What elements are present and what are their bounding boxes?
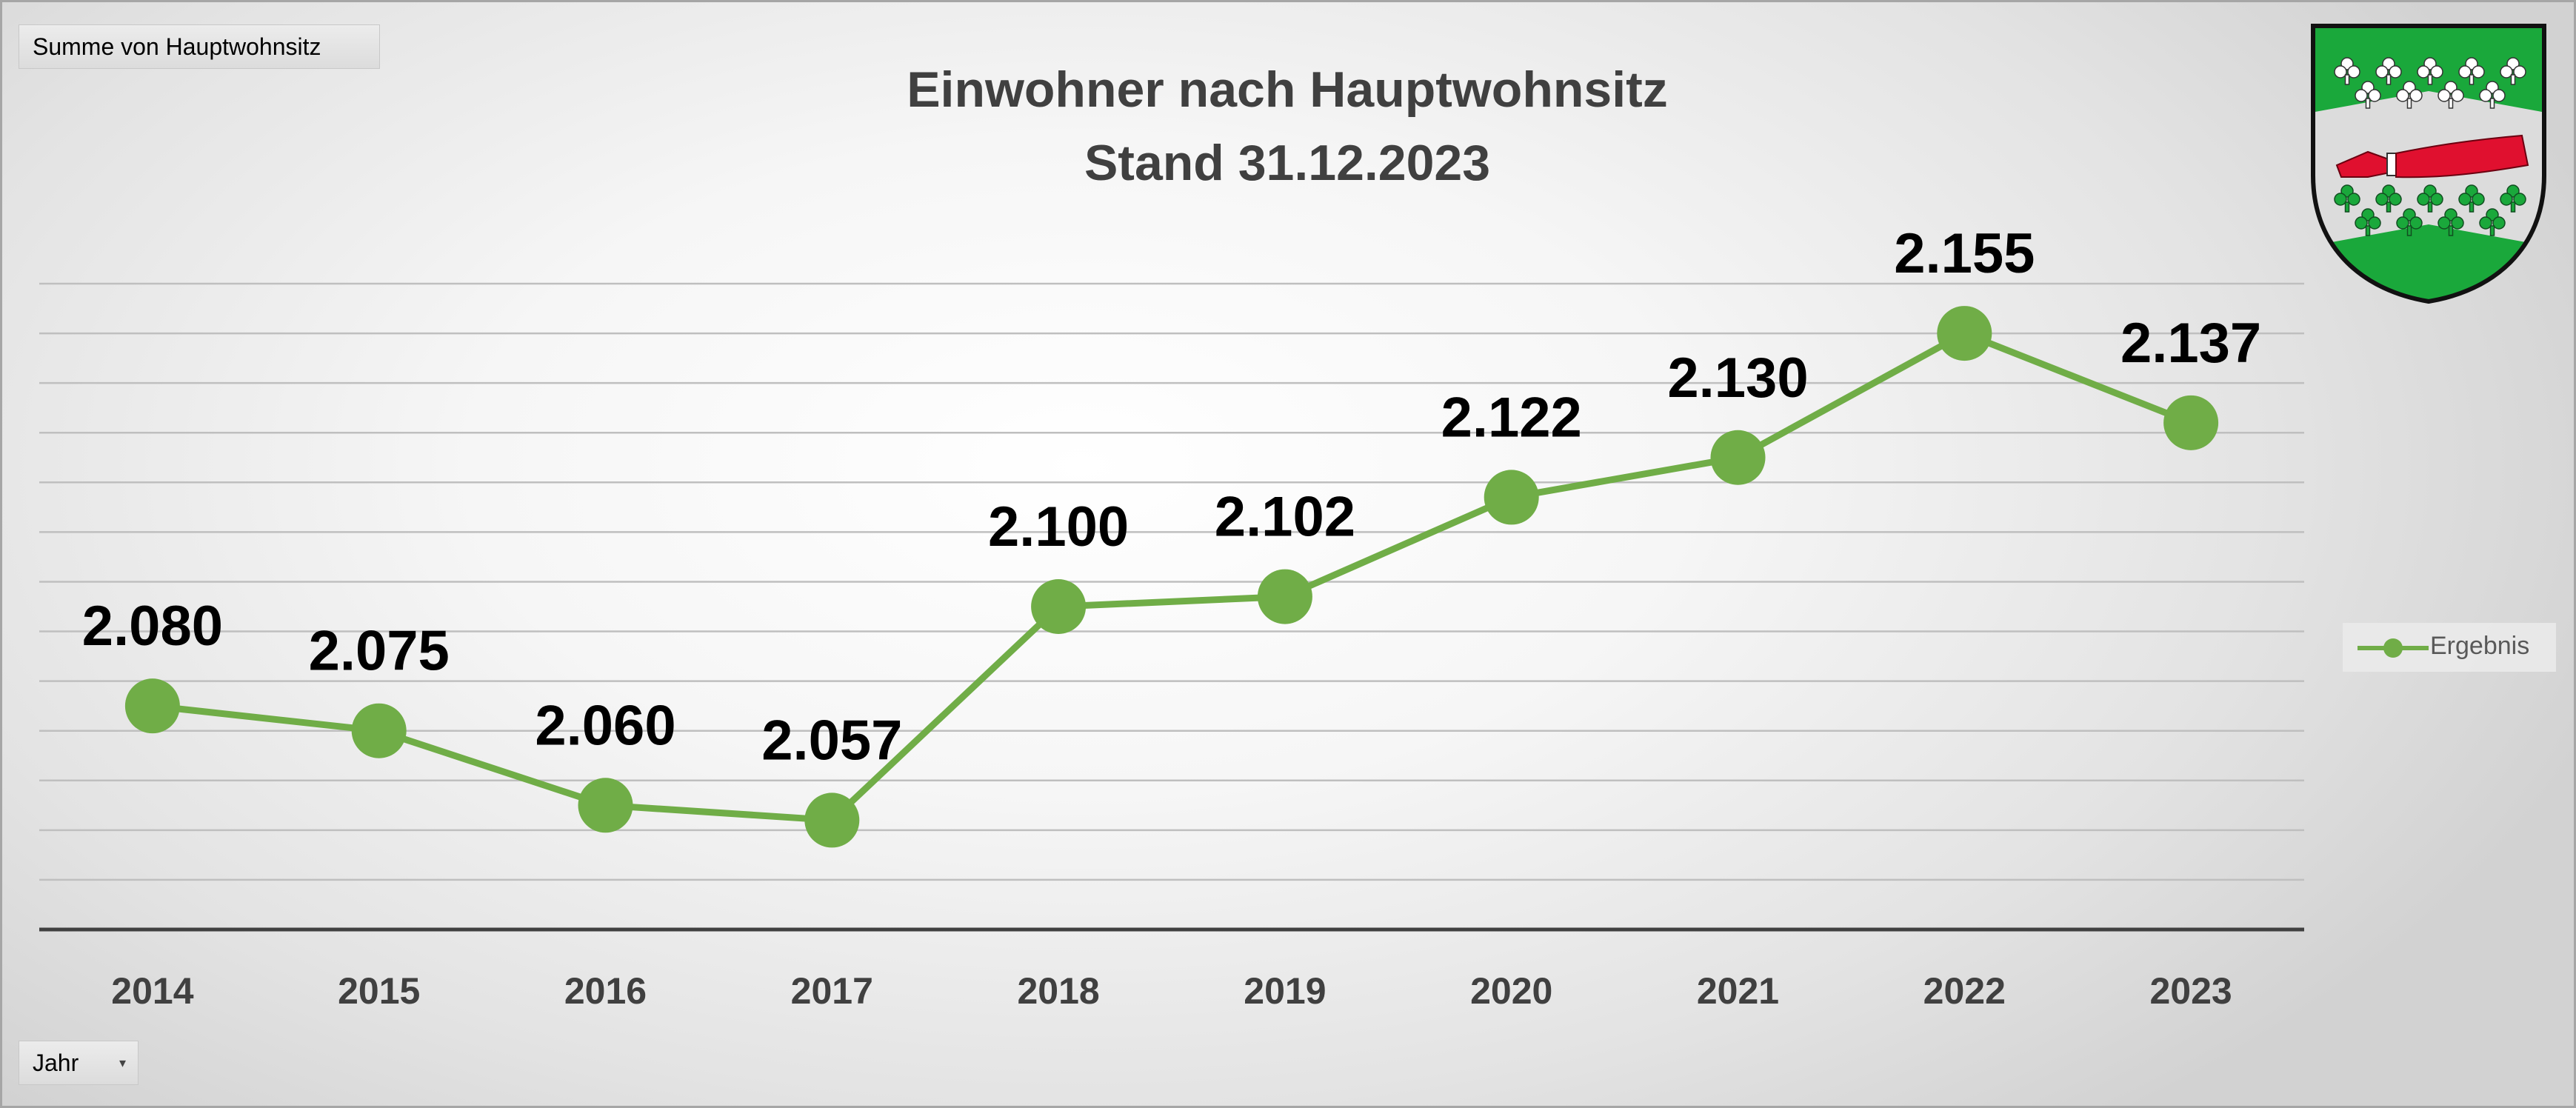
axis-field-label: Jahr xyxy=(33,1049,79,1076)
data-point xyxy=(351,703,407,758)
x-tick-label: 2020 xyxy=(1470,970,1552,1012)
legend-label: Ergebnis xyxy=(2430,632,2530,660)
x-tick-label: 2014 xyxy=(111,970,193,1012)
coat-of-arms-icon xyxy=(2311,24,2546,304)
value-field-button[interactable]: Summe von Hauptwohnsitz xyxy=(19,24,380,69)
legend-marker-swatch xyxy=(2383,638,2403,658)
gridlines xyxy=(39,282,2304,881)
data-label: 2.057 xyxy=(761,709,902,772)
data-label: 2.102 xyxy=(1215,486,1355,549)
x-tick-label: 2015 xyxy=(338,970,420,1012)
x-tick-label: 2023 xyxy=(2149,970,2232,1012)
data-point xyxy=(1484,470,1539,525)
x-axis: 2014 2015 2016 2017 2018 2019 2020 2021 2022 2023 xyxy=(39,927,2304,1012)
data-label: 2.130 xyxy=(1667,347,1808,410)
dropdown-arrow-icon[interactable]: ▾ xyxy=(119,1055,126,1070)
data-point xyxy=(578,778,633,833)
chart-title: Einwohner nach Hauptwohnsitz xyxy=(907,61,1668,118)
data-point xyxy=(804,792,860,848)
legend: Ergebnis xyxy=(2343,623,2556,672)
x-tick-label: 2018 xyxy=(1017,970,1099,1012)
data-labels: 2.080 2.075 2.060 2.057 2.100 2.102 2.122 2.130… xyxy=(82,222,2261,772)
data-point xyxy=(1257,569,1312,624)
data-point xyxy=(1710,430,1766,485)
x-tick-label: 2022 xyxy=(1923,970,2006,1012)
data-point xyxy=(1031,579,1087,634)
series-ergebnis xyxy=(124,306,2219,848)
data-label: 2.100 xyxy=(988,495,1129,558)
x-tick-label: 2019 xyxy=(1244,970,1326,1012)
x-tick-label: 2017 xyxy=(791,970,873,1012)
data-label: 2.060 xyxy=(535,694,675,757)
data-label: 2.075 xyxy=(309,620,450,683)
x-tick-label: 2016 xyxy=(564,970,647,1012)
value-field-label: Summe von Hauptwohnsitz xyxy=(33,33,321,60)
data-point xyxy=(124,678,180,734)
axis-field-button[interactable]: Jahr ▾ xyxy=(19,1041,139,1085)
chart-subtitle: Stand 31.12.2023 xyxy=(1084,135,1490,191)
data-label: 2.155 xyxy=(1894,222,2035,285)
data-label: 2.122 xyxy=(1441,386,1582,449)
data-label: 2.080 xyxy=(82,595,223,658)
x-tick-label: 2021 xyxy=(1697,970,1779,1012)
data-point xyxy=(2163,395,2219,450)
data-label: 2.137 xyxy=(2120,312,2261,375)
data-point xyxy=(1937,306,1992,361)
series-line xyxy=(152,330,2192,824)
